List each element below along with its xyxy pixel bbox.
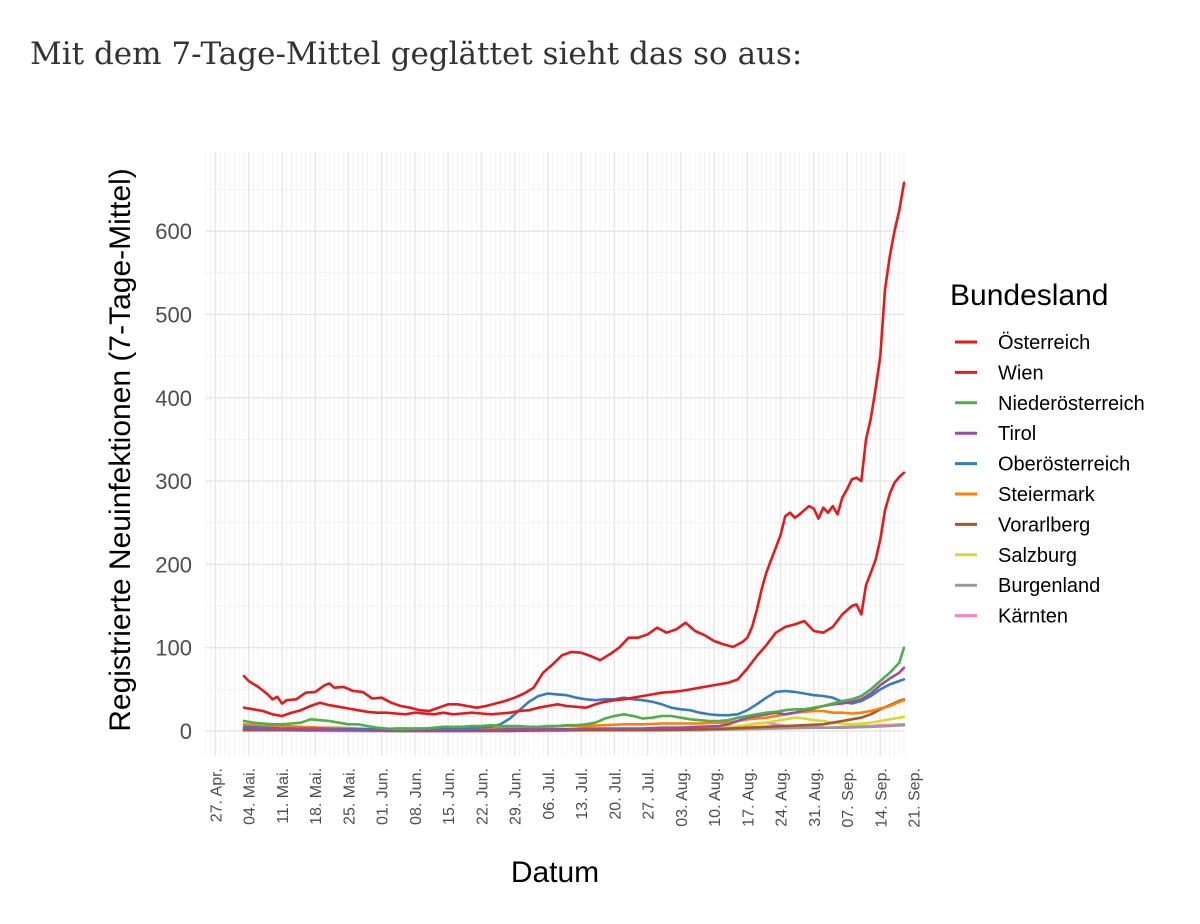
x-tick-label: 27. Jul. [641, 768, 658, 820]
y-axis-ticks: 0 100 200 300 400 500 600 [155, 219, 192, 744]
x-tick-label: 04. Mai. [242, 768, 259, 825]
y-tick-label: 600 [155, 219, 192, 244]
legend-label: Oberösterreich [998, 454, 1130, 476]
x-tick-label: 10. Aug. [707, 768, 724, 827]
legend-label: Vorarlberg [998, 514, 1090, 536]
x-tick-label: 18. Mai. [308, 768, 325, 825]
x-tick-label: 29. Jun. [508, 768, 525, 825]
x-tick-label: 20. Jul. [607, 768, 624, 820]
x-tick-label: 17. Aug. [740, 768, 757, 827]
y-tick-label: 0 [180, 719, 192, 744]
legend-label: Kärnten [998, 606, 1068, 628]
x-tick-label: 01. Jun. [375, 768, 392, 825]
x-tick-label: 13. Jul. [574, 768, 591, 820]
legend-items: Österreich Wien Niederösterreich Tirol Oberö… [955, 332, 1145, 628]
y-tick-label: 100 [155, 636, 192, 661]
x-tick-label: 27. Apr. [208, 768, 225, 822]
x-axis-title: Datum [511, 856, 599, 889]
x-tick-label: 15. Jun. [441, 768, 458, 825]
legend-label: Niederösterreich [998, 393, 1145, 415]
legend-label: Wien [998, 362, 1044, 384]
y-tick-label: 500 [155, 302, 192, 327]
page-heading: Mit dem 7-Tage-Mittel geglättet sieht da… [30, 36, 803, 72]
series-line-3 [242, 646, 906, 731]
x-tick-label: 06. Jul. [541, 768, 558, 820]
x-tick-label: 31. Aug. [807, 768, 824, 827]
x-tick-label: 03. Aug. [674, 768, 691, 827]
x-axis-ticks: 27. Apr. 04. Mai. 11. Mai. 18. Mai. 25. Mai.… [208, 768, 923, 828]
x-tick-label: 08. Jun. [408, 768, 425, 825]
legend-label: Salzburg [998, 545, 1077, 567]
x-tick-label: 14. Sep. [873, 768, 890, 828]
legend-label: Österreich [998, 332, 1090, 354]
series-lines [242, 181, 906, 733]
x-tick-label: 24. Aug. [774, 768, 791, 827]
x-tick-label: 21. Sep. [906, 768, 923, 828]
series-line-1 [242, 181, 906, 713]
series-line-2 [242, 471, 906, 718]
y-tick-label: 300 [155, 469, 192, 494]
x-tick-label: 11. Mai. [275, 768, 292, 824]
x-tick-label: 25. Mai. [341, 768, 358, 825]
legend-label: Burgenland [998, 575, 1100, 597]
plot-panel [206, 152, 904, 756]
y-tick-label: 400 [155, 386, 192, 411]
legend-title: Bundesland [950, 279, 1108, 312]
x-tick-label: 22. Jun. [474, 768, 491, 825]
x-tick-label: 07. Sep. [840, 768, 857, 828]
series-line-4 [242, 666, 906, 732]
legend: Bundesland Österreich Wien Niederösterreic… [950, 279, 1145, 628]
y-tick-label: 200 [155, 552, 192, 577]
y-axis-title: Registrierte Neuinfektionen (7-Tage-Mitt… [104, 168, 137, 732]
legend-label: Steiermark [998, 484, 1096, 506]
legend-label: Tirol [998, 423, 1036, 445]
